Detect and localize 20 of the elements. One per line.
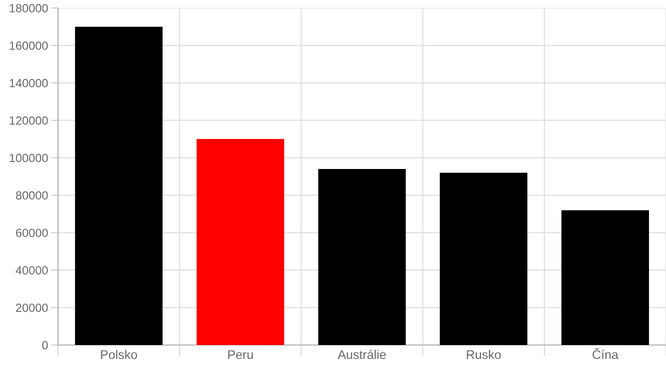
bar: [196, 139, 284, 345]
y-tick-label: 100000: [10, 154, 48, 162]
y-tick-label: 140000: [10, 78, 48, 88]
x-tick-label: Peru: [228, 350, 253, 360]
bar: [318, 169, 406, 345]
x-tick-label: Austrálie: [338, 350, 386, 360]
bar: [440, 172, 528, 345]
y-tick-label: 180000: [10, 4, 48, 12]
bar: [75, 26, 163, 345]
y-tick-label: 80000: [16, 191, 48, 200]
y-tick-label: 40000: [16, 266, 48, 275]
y-tick-label: 160000: [10, 41, 48, 50]
y-tick-label: 20000: [16, 304, 48, 312]
x-tick-label: Polsko: [101, 350, 138, 360]
y-tick-label: 120000: [10, 116, 48, 125]
y-tick-label: 0: [42, 341, 48, 350]
y-tick-label: 60000: [16, 228, 48, 238]
x-tick-label: Rusko: [466, 350, 501, 360]
x-tick-label: Čína: [592, 348, 618, 360]
bar: [561, 210, 649, 345]
